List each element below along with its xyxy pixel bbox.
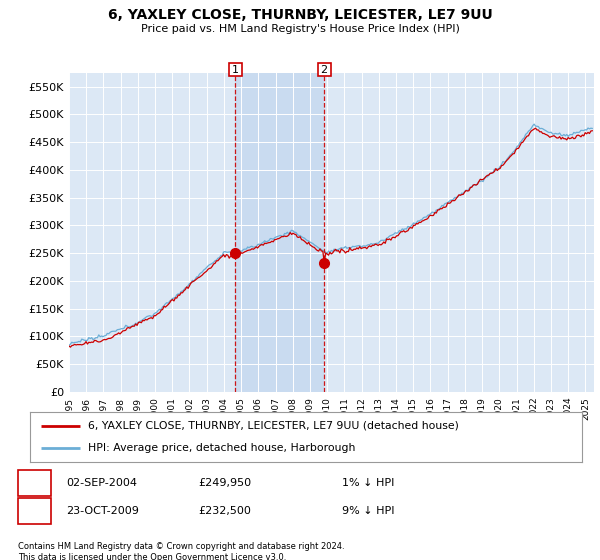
Text: 6, YAXLEY CLOSE, THURNBY, LEICESTER, LE7 9UU: 6, YAXLEY CLOSE, THURNBY, LEICESTER, LE7…: [107, 8, 493, 22]
Text: Contains HM Land Registry data © Crown copyright and database right 2024.: Contains HM Land Registry data © Crown c…: [18, 542, 344, 550]
Text: £249,950: £249,950: [198, 478, 251, 488]
Text: 1: 1: [31, 478, 38, 488]
FancyBboxPatch shape: [317, 63, 331, 76]
Text: 6, YAXLEY CLOSE, THURNBY, LEICESTER, LE7 9UU (detached house): 6, YAXLEY CLOSE, THURNBY, LEICESTER, LE7…: [88, 421, 459, 431]
Text: 2: 2: [31, 506, 38, 516]
FancyBboxPatch shape: [229, 63, 242, 76]
Text: 1% ↓ HPI: 1% ↓ HPI: [342, 478, 394, 488]
Text: 9% ↓ HPI: 9% ↓ HPI: [342, 506, 395, 516]
Text: 2: 2: [320, 64, 328, 74]
Text: Price paid vs. HM Land Registry's House Price Index (HPI): Price paid vs. HM Land Registry's House …: [140, 24, 460, 34]
Text: This data is licensed under the Open Government Licence v3.0.: This data is licensed under the Open Gov…: [18, 553, 286, 560]
Text: HPI: Average price, detached house, Harborough: HPI: Average price, detached house, Harb…: [88, 444, 355, 454]
Text: 1: 1: [232, 64, 239, 74]
Bar: [235, 73, 324, 392]
Text: 23-OCT-2009: 23-OCT-2009: [66, 506, 139, 516]
Text: £232,500: £232,500: [198, 506, 251, 516]
Text: 02-SEP-2004: 02-SEP-2004: [66, 478, 137, 488]
